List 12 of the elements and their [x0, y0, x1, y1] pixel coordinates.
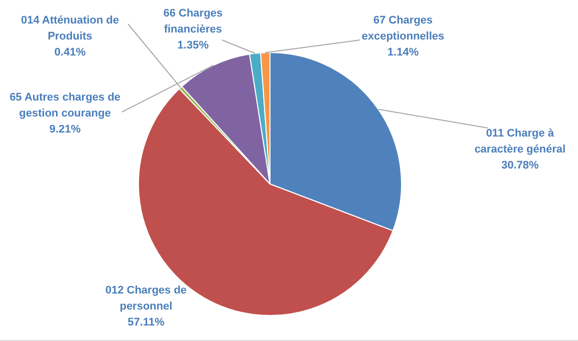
slice-label: 012 Charges de personnel	[105, 284, 187, 313]
data-label: 9.21%	[49, 124, 81, 136]
data-label: 1.35%	[177, 40, 209, 52]
data-label: 0.41%	[54, 46, 86, 59]
data-label: 57.11%	[128, 316, 165, 329]
slice-label: 014 Atténuation de Produits	[21, 14, 119, 43]
slice-label: 65 Autres charges de gestion courange	[10, 92, 120, 120]
slice-label: 67 Charges exceptionnelles	[362, 14, 444, 43]
data-label: 30.78%	[501, 160, 539, 172]
data-label: 1.14%	[387, 46, 419, 59]
slice-label: 011 Charge à caractère général	[474, 128, 566, 156]
slice-label: 66 Charges financières	[163, 8, 223, 36]
